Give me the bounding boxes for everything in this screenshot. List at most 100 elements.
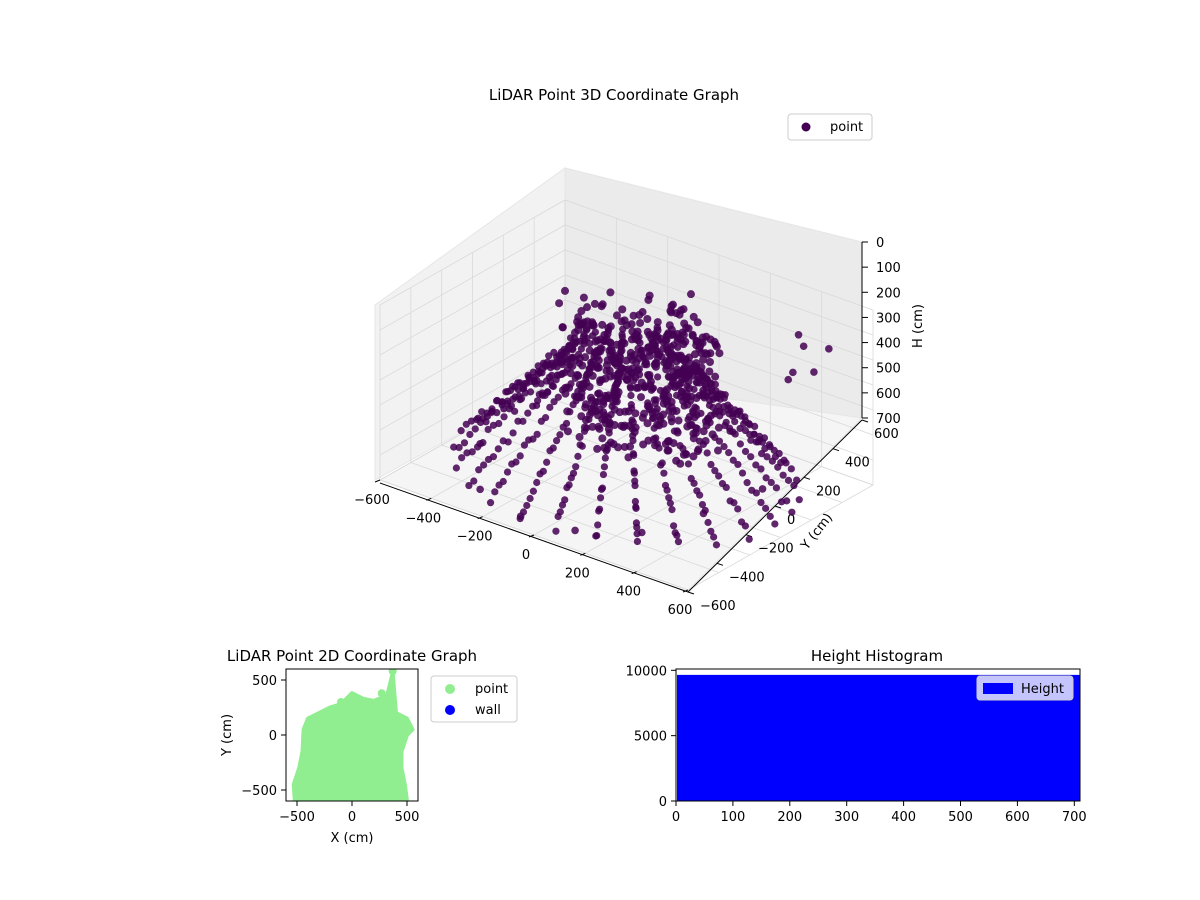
point-3d: [569, 401, 577, 409]
point-3d: [572, 463, 580, 471]
point-3d: [536, 470, 544, 478]
point-3d: [608, 402, 616, 410]
point-3d: [715, 472, 723, 480]
point-3d: [470, 477, 478, 485]
y-tick: [687, 591, 695, 595]
point-3d: [594, 347, 603, 355]
point-2d: [315, 753, 323, 761]
histogram-x-tick-label: 700: [1062, 810, 1087, 825]
point-3d: [795, 496, 803, 504]
x-tick-label-2d: −500: [279, 810, 315, 825]
point-3d: [484, 455, 493, 464]
y-tick-label-2d: 0: [269, 729, 277, 744]
point-3d: [679, 330, 688, 339]
point-3d: [672, 309, 681, 318]
x-tick: [426, 497, 432, 501]
point-3d: [662, 398, 670, 406]
x-tick-label-2d: 500: [395, 810, 420, 825]
point-3d: [590, 352, 598, 361]
point-3d: [698, 500, 707, 509]
point-3d: [489, 421, 498, 429]
legend-histogram: Height: [976, 675, 1074, 701]
point-3d: [688, 330, 697, 339]
point-3d: [493, 396, 501, 405]
point-3d: [648, 414, 657, 423]
point-3d: [559, 423, 567, 431]
point-3d: [707, 527, 715, 535]
point-3d: [693, 411, 701, 419]
point-3d: [509, 382, 517, 390]
point-3d: [612, 311, 621, 320]
point-3d: [563, 348, 571, 356]
point-3d: [643, 327, 652, 336]
y-tick: [861, 419, 869, 423]
point-3d: [471, 425, 479, 433]
point-3d: [585, 415, 593, 423]
point-3d: [521, 389, 529, 397]
histogram-ticks: 0 100 200 300 400 500 600 700 0 5000 10000: [626, 664, 1087, 825]
point-3d: [654, 373, 662, 381]
point-3d: [610, 389, 618, 397]
point-3d: [705, 367, 714, 376]
point-3d: [591, 337, 600, 346]
histogram-y-tick-label: 0: [659, 795, 667, 810]
point-3d: [752, 461, 760, 469]
point-3d: [653, 323, 662, 332]
point-3d: [693, 447, 702, 456]
point-3d: [789, 368, 797, 377]
point-3d: [689, 452, 698, 461]
point-3d: [762, 474, 770, 482]
point-3d: [684, 415, 692, 424]
point-3d: [711, 372, 720, 381]
point-3d: [752, 489, 760, 497]
legend-3d: point: [787, 113, 873, 141]
point-3d: [465, 481, 473, 490]
point-3d: [607, 410, 615, 419]
point-3d: [457, 427, 465, 435]
point-3d: [691, 365, 699, 373]
point-3d: [574, 452, 582, 460]
point-3d: [560, 286, 569, 295]
point-3d: [656, 386, 665, 395]
point-3d: [557, 351, 565, 360]
point-3d: [669, 380, 677, 388]
point-3d: [627, 384, 635, 392]
point-3d: [636, 339, 644, 347]
point-3d: [482, 418, 490, 426]
point-2d: [370, 764, 378, 772]
point-3d: [715, 349, 724, 358]
point-3d: [594, 389, 602, 398]
point-3d: [574, 350, 583, 359]
point-2d: [388, 669, 397, 676]
point-3d: [606, 418, 614, 427]
point-3d: [602, 447, 610, 455]
point-3d: [682, 449, 690, 458]
point-3d: [741, 447, 750, 456]
point-3d: [711, 467, 719, 475]
x-tick: [477, 516, 483, 520]
point-3d: [738, 469, 747, 477]
x-tick: [631, 571, 637, 575]
point-3d: [766, 512, 774, 520]
point-3d: [553, 371, 561, 379]
point-3d: [667, 302, 676, 311]
z-tick-label: 500: [876, 362, 901, 377]
point-3d: [567, 474, 575, 482]
y-tick-label: 400: [845, 456, 870, 471]
point-3d: [651, 342, 659, 350]
chart-3d-title: LiDAR Point 3D Coordinate Graph: [489, 86, 739, 104]
point-3d: [618, 305, 627, 314]
point-3d: [491, 488, 499, 496]
point-3d: [508, 460, 516, 468]
y-tick-label-2d: −500: [241, 784, 277, 799]
ticks-2d: −500 0 500 −500 0 500: [241, 674, 419, 825]
point-3d: [463, 449, 471, 457]
histogram-x-tick-label: 300: [834, 810, 859, 825]
point-3d: [525, 374, 533, 382]
point-3d: [711, 340, 720, 349]
point-3d: [516, 512, 525, 521]
point-3d: [579, 382, 587, 390]
point-3d: [771, 520, 779, 528]
point-3d: [629, 311, 638, 320]
point-3d: [790, 481, 798, 490]
